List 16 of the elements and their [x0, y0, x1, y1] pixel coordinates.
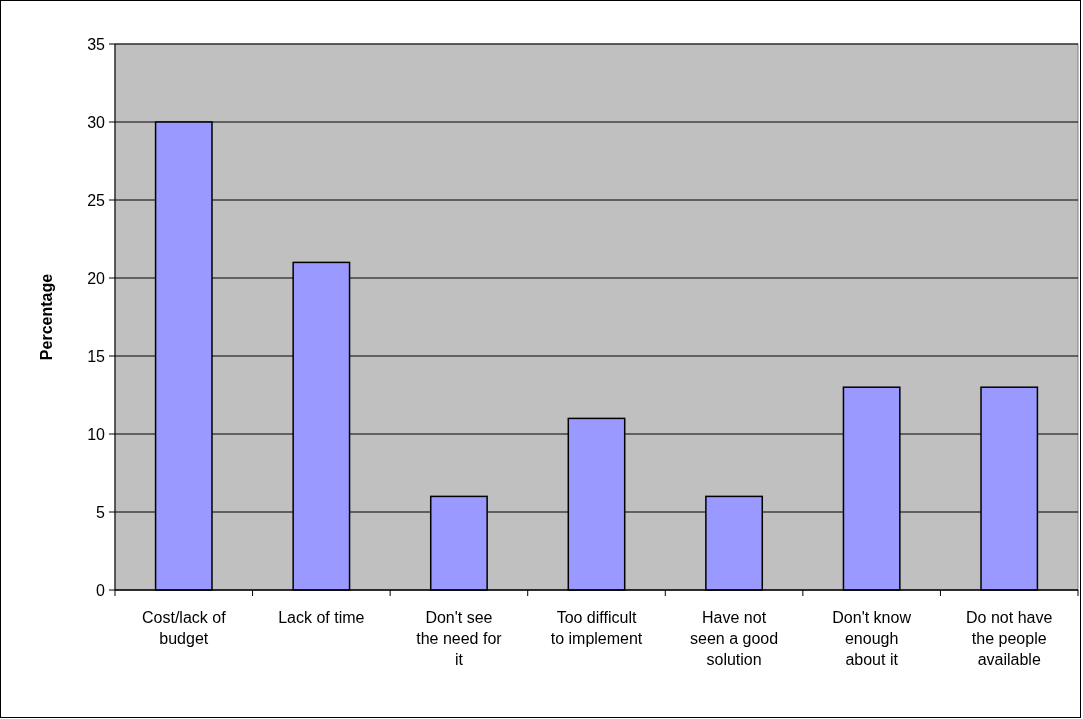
y-tick-label: 20: [87, 269, 106, 287]
x-tick-label: Don't see the need for it: [416, 609, 503, 668]
x-tick-label: Have not seen a good solution: [690, 609, 779, 668]
y-tick-label: 10: [87, 425, 106, 443]
y-tick-label: 25: [87, 191, 106, 209]
y-axis-title: Percentage: [38, 273, 55, 361]
x-tick-label: Too difficult to implement: [550, 609, 643, 647]
y-tick-label: 15: [87, 347, 106, 365]
y-tick-label: 0: [96, 581, 106, 599]
y-tick-label: 35: [87, 35, 106, 53]
x-tick-label: Do not have the people available: [966, 609, 1053, 668]
x-tick-label: Cost/lack of budget: [141, 609, 227, 647]
x-tick-label: Lack of time: [278, 609, 365, 626]
x-tick-label: Don't know enough about it: [832, 609, 912, 668]
y-tick-label: 30: [87, 113, 106, 131]
y-tick-label: 5: [96, 503, 106, 521]
